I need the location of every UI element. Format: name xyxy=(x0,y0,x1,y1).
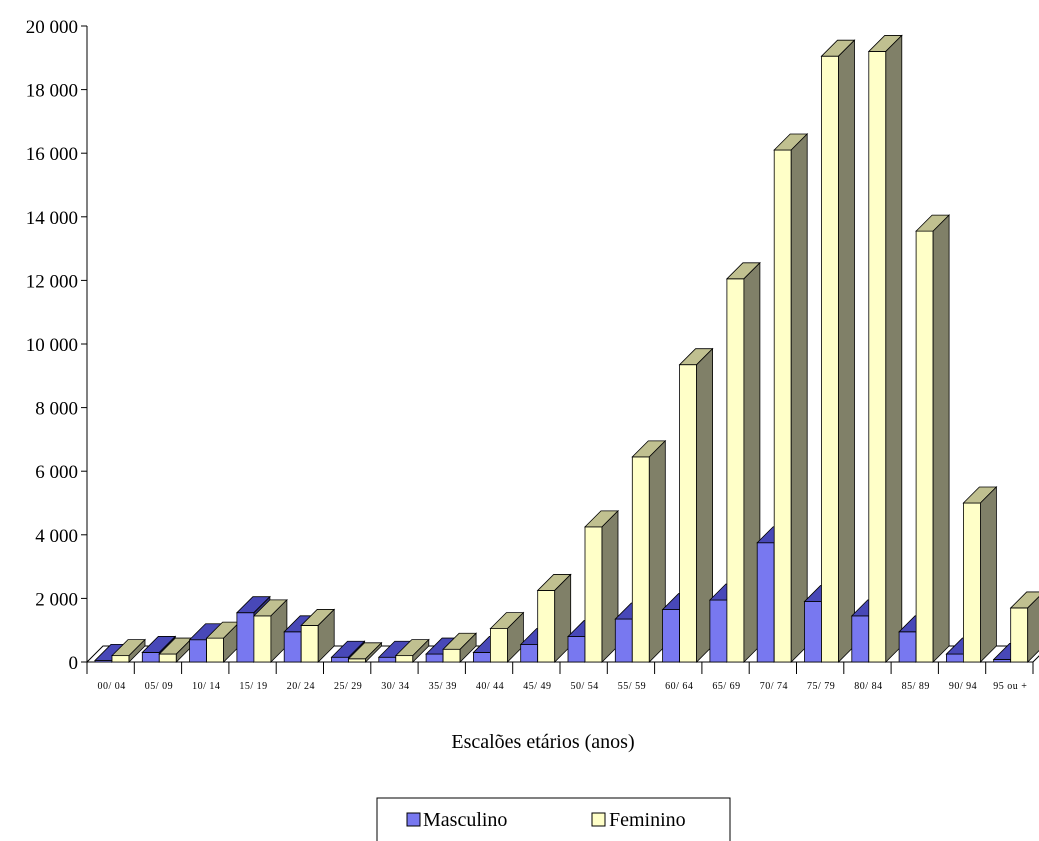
bar-feminino xyxy=(915,214,951,663)
x-tick-label: 45/ 49 xyxy=(523,681,551,692)
x-tick-label: 20/ 24 xyxy=(287,681,315,692)
x-tick-label: 85/ 89 xyxy=(902,681,930,692)
legend-label-feminino: Feminino xyxy=(609,809,686,831)
x-tick-label: 35/ 39 xyxy=(429,681,457,692)
bar-feminino xyxy=(725,261,761,663)
y-tick-label: 18 000 xyxy=(26,81,78,102)
bar-feminino xyxy=(867,34,903,663)
x-tick-label: 95 ou + xyxy=(993,681,1027,692)
x-axis-title: Escalões etários (anos) xyxy=(451,731,634,753)
x-tick-label: 55/ 59 xyxy=(618,681,646,692)
bar-feminino xyxy=(962,486,998,663)
x-tick-label: 25/ 29 xyxy=(334,681,362,692)
y-tick-labels: 0 2 000 4 000 6 000 8 000 10 000 12 000 14 000 1… xyxy=(26,17,78,674)
legend-swatch-masculino xyxy=(406,812,421,827)
y-tick-label: 12 000 xyxy=(26,271,78,292)
x-tick-label: 10/ 14 xyxy=(192,681,220,692)
x-tick-label: 40/ 44 xyxy=(476,681,504,692)
y-tick-label: 10 000 xyxy=(26,335,78,356)
y-tick-label: 4 000 xyxy=(35,526,78,547)
x-tick-label: 30/ 34 xyxy=(381,681,409,692)
x-tick-label: 70/ 74 xyxy=(760,681,788,692)
bar-feminino xyxy=(489,611,525,663)
bar-feminino xyxy=(1009,591,1039,663)
y-tick-label: 8 000 xyxy=(35,399,78,420)
x-tick-label: 05/ 09 xyxy=(145,681,173,692)
chart-bars xyxy=(94,34,1039,663)
bar-feminino xyxy=(631,439,667,663)
bar-feminino xyxy=(205,621,241,663)
x-tick-label: 80/ 84 xyxy=(854,681,882,692)
bar-feminino xyxy=(678,347,714,663)
x-tick-labels: 00/ 04 05/ 09 10/ 14 15/ 19 20/ 24 25/ 29 30/ … xyxy=(98,681,1027,692)
bar-feminino xyxy=(584,509,619,663)
x-tick-label: 50/ 54 xyxy=(571,681,599,692)
legend: Masculino Feminino xyxy=(376,797,731,841)
bar-feminino xyxy=(820,39,856,663)
bar-feminino xyxy=(300,608,336,663)
y-tick-label: 0 xyxy=(69,653,79,674)
y-tick-label: 6 000 xyxy=(35,462,78,483)
legend-label-masculino: Masculino xyxy=(423,809,507,831)
x-tick-label: 75/ 79 xyxy=(807,681,835,692)
x-tick-label: 65/ 69 xyxy=(712,681,740,692)
x-tick-label: 00/ 04 xyxy=(98,681,126,692)
bar-feminino xyxy=(252,598,288,663)
y-tick-label: 2 000 xyxy=(35,589,78,610)
y-tick-label: 14 000 xyxy=(26,208,78,229)
legend-box xyxy=(376,797,731,841)
bar-feminino xyxy=(394,638,430,663)
x-tick-label: 60/ 64 xyxy=(665,681,693,692)
bar-feminino xyxy=(773,133,809,663)
bar-feminino xyxy=(536,573,572,663)
x-tick-label: 90/ 94 xyxy=(949,681,977,692)
y-tick-label: 16 000 xyxy=(26,144,78,165)
bar-feminino xyxy=(111,638,146,663)
x-tick-label: 15/ 19 xyxy=(239,681,267,692)
bar-feminino xyxy=(442,632,478,663)
y-tick-label: 20 000 xyxy=(26,17,78,38)
legend-swatch-feminino xyxy=(591,812,606,827)
bar-feminino xyxy=(347,641,383,663)
